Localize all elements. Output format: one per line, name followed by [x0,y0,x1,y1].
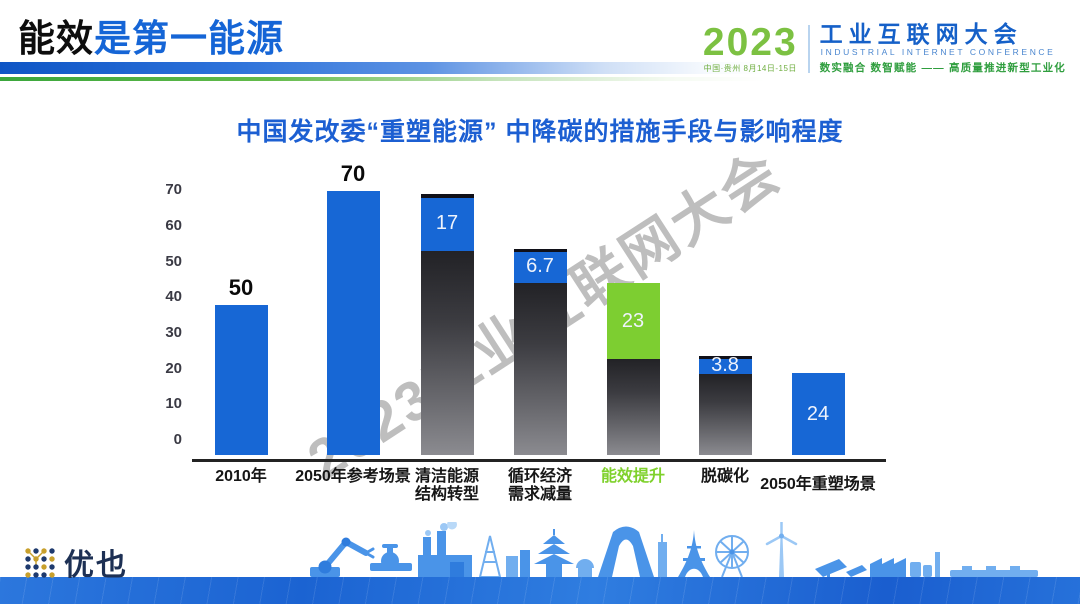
logo-divider [807,24,810,73]
bottom-band [0,577,1080,604]
y-tick-label: 20 [165,359,182,377]
bar-segment-dark [420,250,474,455]
x-axis-line [192,459,886,462]
y-tick-label: 60 [165,216,182,234]
bar-segment-dark [513,282,567,455]
page-title-black: 能效 [18,18,94,59]
conference-year: 2023 [702,20,798,64]
conference-logo-name-block: 工业互联网大会 INDUSTRIAL INTERNET CONFERENCE 数… [820,22,1066,75]
bar-value-label: 23 [621,309,645,332]
bar-value-label: 70 [340,161,366,186]
bar-segment-green [606,282,660,360]
bar-segment-blue [791,372,845,455]
city-skyline-illustration [310,522,1038,577]
header-rule-blue [0,62,775,74]
bar-segment-blue [698,355,752,374]
bar-top-cap [698,355,752,360]
bar-segment-blue [513,248,567,283]
bar-value-label: 6.7 [526,254,554,277]
category-label: 脱碳化 [650,468,800,486]
bar-value-label: 50 [228,275,254,300]
category-label: 能效提升 [558,468,708,486]
bar-value-label: 17 [435,211,459,234]
page-title: 能效是第一能源 [18,8,284,62]
bar-segment-blue [214,305,268,455]
category-label: 2050年重塑场景 [743,476,893,494]
category-label: 循环经济 需求减量 [465,468,615,503]
y-tick-label: 0 [173,431,182,448]
chart-title: 中国发改委“重塑能源” 中降碳的措施手段与影响程度 [236,118,844,146]
category-label-line: 2050年重塑场景 [760,476,876,493]
youye-dots-icon [25,548,55,578]
page-title-blue: 是第一能源 [94,18,284,59]
category-label: 清洁能源 结构转型 [372,468,522,503]
category-label-line: 循环经济 [507,468,572,485]
bar-segment-blue [326,191,380,455]
bar-segment-dark [606,359,660,455]
category-label-line: 脱碳化 [700,468,749,485]
y-tick-label: 70 [165,181,182,199]
bar-top-cap [513,248,567,253]
category-label-line: 能效提升 [600,468,665,485]
conference-name-en: INDUSTRIAL INTERNET CONFERENCE [820,47,1056,57]
y-tick-label: 30 [165,323,182,341]
y-tick-label: 50 [165,252,182,270]
category-label: 2050年参考场景 [278,468,428,486]
conference-logo: 2023 中国·贵州 8月14日-15日 工业互联网大会 INDUSTRIAL … [703,22,1066,75]
conference-venue-date: 中国·贵州 8月14日-15日 [703,63,797,73]
category-label-line: 需求减量 [507,485,572,503]
bar-segment-dark [698,373,752,455]
category-label-line: 2050年参考场景 [295,468,411,485]
bar-value-label: 3.8 [711,353,739,376]
y-tick-label: 10 [165,395,182,413]
conference-name-cn: 工业互联网大会 [819,21,1023,47]
conference-slogan: 数实融合 数智赋能 —— 高质量推进新型工业化 [819,62,1066,74]
bar-segment-blue [420,194,474,251]
bar-top-cap [420,194,474,198]
youye-logo-text: 优也 [64,549,128,582]
category-label-line: 清洁能源 [414,468,479,485]
conference-logo-year-block: 2023 中国·贵州 8月14日-15日 [702,20,798,74]
y-tick-label: 40 [165,288,182,306]
bar-value-label: 24 [806,402,830,425]
category-label-line: 2010年 [215,468,267,485]
header-rule-green [0,77,765,81]
category-label-line: 结构转型 [414,485,479,503]
youye-logo: 优也 [22,540,128,584]
category-label: 2010年 [166,468,316,486]
